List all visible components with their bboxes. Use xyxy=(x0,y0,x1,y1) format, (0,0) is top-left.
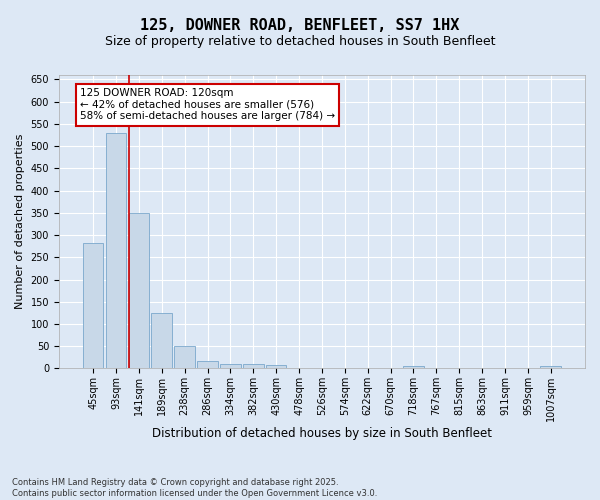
Bar xyxy=(403,366,424,368)
Bar xyxy=(128,213,149,368)
Bar xyxy=(197,362,218,368)
Bar xyxy=(106,133,126,368)
Bar xyxy=(243,364,263,368)
Text: Contains HM Land Registry data © Crown copyright and database right 2025.
Contai: Contains HM Land Registry data © Crown c… xyxy=(12,478,377,498)
Text: 125 DOWNER ROAD: 120sqm
← 42% of detached houses are smaller (576)
58% of semi-d: 125 DOWNER ROAD: 120sqm ← 42% of detache… xyxy=(80,88,335,122)
Text: 125, DOWNER ROAD, BENFLEET, SS7 1HX: 125, DOWNER ROAD, BENFLEET, SS7 1HX xyxy=(140,18,460,32)
Bar xyxy=(83,242,103,368)
Bar xyxy=(220,364,241,368)
Bar xyxy=(266,366,286,368)
Bar xyxy=(175,346,195,368)
Y-axis label: Number of detached properties: Number of detached properties xyxy=(15,134,25,310)
Bar xyxy=(541,366,561,368)
X-axis label: Distribution of detached houses by size in South Benfleet: Distribution of detached houses by size … xyxy=(152,427,492,440)
Bar xyxy=(151,313,172,368)
Text: Size of property relative to detached houses in South Benfleet: Size of property relative to detached ho… xyxy=(105,35,495,48)
